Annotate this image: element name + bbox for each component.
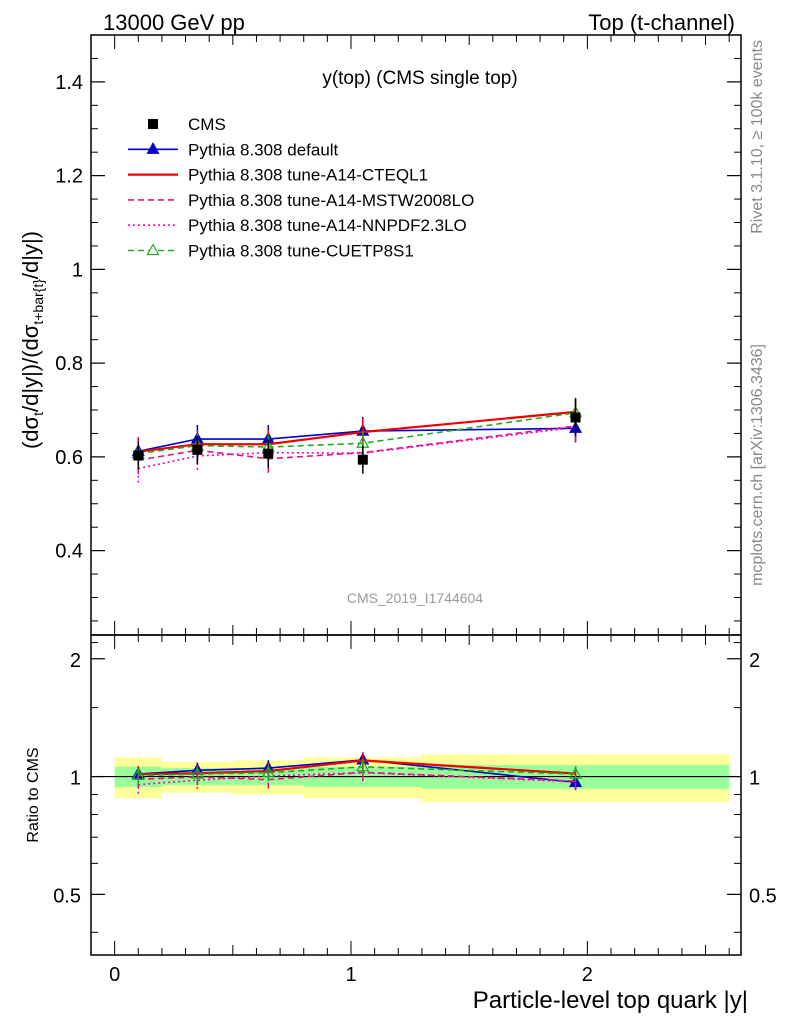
x-axis-label: Particle-level top quark |y|	[473, 987, 748, 1014]
ratio-marker	[190, 766, 204, 779]
legend-marker	[148, 119, 158, 129]
legend-item: Pythia 8.308 tune-A14-MSTW2008LO	[128, 191, 474, 210]
ratio-series-line	[138, 766, 576, 777]
header-right-label: Top (t-channel)	[588, 10, 735, 35]
ratio-axes: 0.5 0.5 1 1 2 2 0 1 2	[53, 634, 777, 986]
legend-item: Pythia 8.308 tune-A14-CTEQL1	[128, 166, 428, 185]
series-pythia-8-308-tune-a14-nnpdf2-3lo	[137, 413, 577, 483]
x-tick-label: 0	[109, 964, 120, 986]
series-pythia-8-308-tune-a14-mstw2008lo	[137, 411, 577, 475]
legend-marker	[146, 142, 160, 154]
ratio-uncertainty-bands	[91, 754, 741, 803]
main-axes: 0.4 0.6 0.8 1 1.2 1.4	[55, 34, 742, 636]
ratio-marker	[131, 768, 145, 781]
data-point	[263, 448, 274, 459]
y-tick-label: 1.4	[55, 72, 83, 94]
ratio-series-group	[131, 752, 583, 794]
legend-label: Pythia 8.308 tune-A14-NNPDF2.3LO	[188, 216, 467, 235]
legend-item: Pythia 8.308 tune-CUETP8S1	[128, 242, 414, 261]
ratio-y-tick-label: 1	[70, 768, 81, 790]
ratio-y-tick-label-right: 1	[749, 768, 760, 790]
ratio-y-tick-label-right: 0.5	[749, 885, 777, 907]
series-line	[138, 410, 576, 453]
chart-title: y(top) (CMS single top)	[322, 68, 517, 89]
ratio-y-tick-label: 2	[70, 650, 81, 672]
x-tick-label: 2	[582, 964, 593, 986]
ratio-series	[131, 758, 583, 785]
y-tick-label: 1.2	[55, 166, 83, 188]
data-point	[133, 450, 144, 461]
series-pythia-8-308-default	[131, 414, 583, 466]
y-tick-label: 0.4	[55, 541, 83, 563]
y-tick-label: 0.6	[55, 447, 83, 469]
header-left-label: 13000 GeV pp	[103, 10, 245, 35]
main-series-group	[131, 397, 583, 483]
data-point	[192, 444, 203, 455]
ratio-y-tick-label: 0.5	[53, 885, 81, 907]
series-cms-data	[133, 398, 581, 474]
legend-label: Pythia 8.308 tune-A14-CTEQL1	[188, 166, 428, 185]
ratio-y-tick-label-right: 2	[749, 650, 760, 672]
data-point	[357, 454, 368, 465]
mcplots-reference-label: mcplots.cern.ch [arXiv:1306.3436]	[749, 344, 766, 586]
y-tick-label: 1	[72, 259, 83, 281]
x-tick-label: 1	[345, 964, 356, 986]
legend-label: Pythia 8.308 default	[188, 140, 339, 159]
y-tick-label: 0.8	[55, 353, 83, 375]
legend-label: Pythia 8.308 tune-CUETP8S1	[188, 242, 414, 261]
legend: CMS Pythia 8.308 default Pythia 8.308 tune…	[128, 115, 474, 261]
ratio-marker	[261, 765, 275, 778]
legend-item: Pythia 8.308 default	[128, 140, 339, 159]
ratio-marker	[569, 766, 583, 779]
analysis-watermark: CMS_2019_I1744604	[347, 590, 483, 606]
ratio-marker	[356, 759, 370, 772]
legend-label: Pythia 8.308 tune-A14-MSTW2008LO	[188, 191, 474, 210]
rivet-version-label: Rivet 3.1.10, ≥ 100k events	[749, 40, 766, 234]
data-point	[570, 412, 581, 423]
y-axis-label: (dσt/d|y|)/(dσt+bar{t}/d|y|)	[18, 231, 46, 449]
legend-marker	[146, 243, 160, 256]
legend-item-cms: CMS	[148, 115, 226, 134]
ratio-frame	[90, 634, 742, 956]
legend-item: Pythia 8.308 tune-A14-NNPDF2.3LO	[128, 216, 467, 235]
ratio-y-axis-label: Ratio to CMS	[25, 747, 42, 842]
legend-label: CMS	[188, 115, 226, 134]
